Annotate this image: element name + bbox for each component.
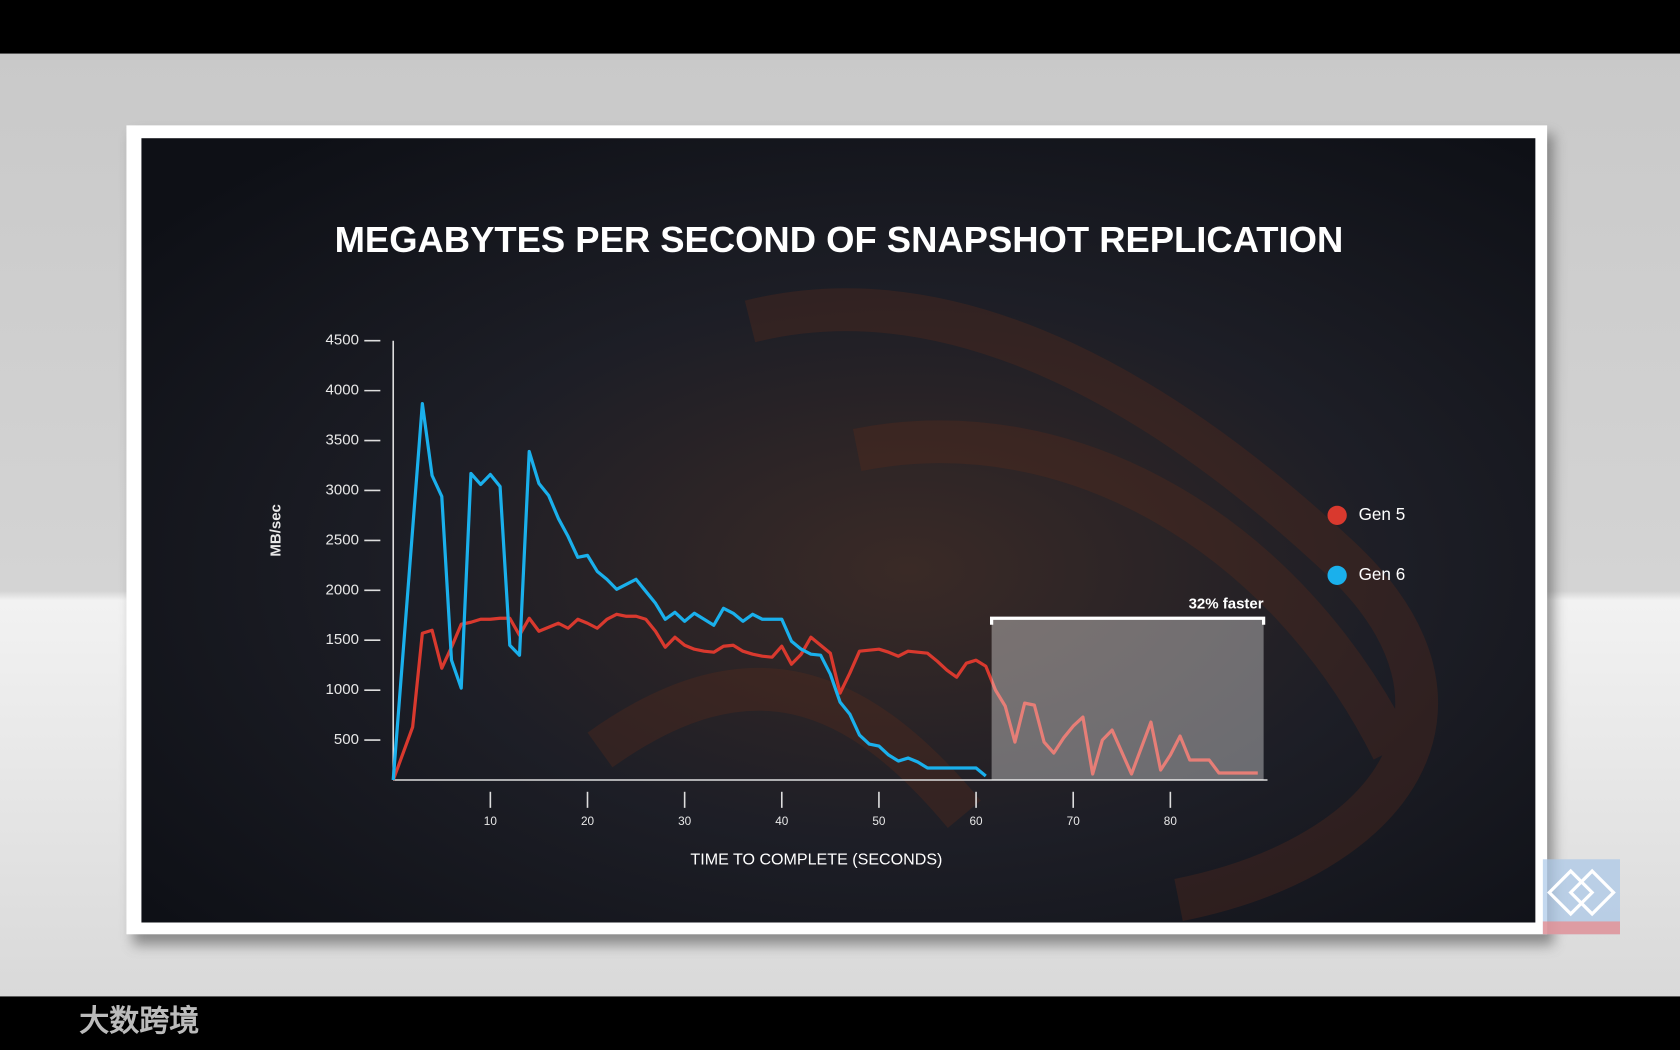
background-cables: [587, 288, 1438, 922]
series-line: [391, 402, 987, 781]
x-tick-label: 30: [678, 815, 692, 828]
legend-label: Gen 6: [1359, 564, 1406, 584]
x-tick-label: 80: [1164, 815, 1178, 828]
corner-icon-band: [1542, 921, 1620, 935]
y-tick-label: 2000: [326, 581, 359, 598]
x-tick-label: 70: [1067, 815, 1081, 828]
y-tick-label: 2500: [326, 531, 359, 548]
y-tick-label: 500: [334, 731, 359, 748]
legend-label: Gen 5: [1359, 504, 1406, 524]
legend-swatch: [1327, 505, 1347, 525]
legend-swatch: [1327, 565, 1347, 585]
y-tick-label: 4500: [326, 332, 359, 349]
watermark: 大数跨境: [79, 1004, 199, 1038]
series-line: [391, 612, 1258, 781]
y-tick-label: 1500: [326, 631, 359, 648]
x-tick-label: 60: [970, 815, 984, 828]
highlight-box: [991, 618, 1264, 780]
highlight-bracket: [990, 616, 1266, 625]
chart-title: MEGABYTES PER SECOND OF SNAPSHOT REPLICA…: [335, 219, 1344, 260]
x-tick-label: 50: [872, 815, 886, 828]
y-tick-label: 3000: [326, 481, 359, 498]
x-axis-label: TIME TO COMPLETE (SECONDS): [690, 851, 942, 869]
x-tick-label: 10: [484, 815, 498, 828]
corner-icon-mark: [1547, 868, 1616, 917]
y-tick-label: 4000: [326, 382, 359, 399]
x-tick-label: 40: [775, 815, 789, 828]
y-axis-label: MB/sec: [267, 504, 284, 557]
annotation: 32% faster: [1189, 595, 1264, 612]
y-tick-label: 1000: [326, 681, 359, 698]
y-tick-label: 3500: [326, 432, 359, 449]
slide: [141, 138, 1536, 923]
x-tick-label: 20: [581, 815, 595, 828]
